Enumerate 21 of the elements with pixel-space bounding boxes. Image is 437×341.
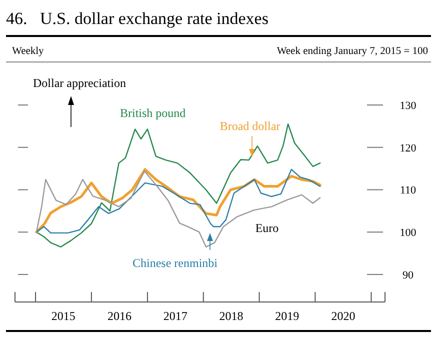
y-tick-label: 90	[402, 269, 414, 282]
chart-title: 46. U.S. dollar exchange rate indexes	[6, 9, 268, 28]
legend-label: Chinese renminbi	[132, 256, 218, 270]
text: Broad dollar	[220, 119, 280, 133]
x-tick-label: 2018	[219, 309, 244, 323]
line-series	[36, 170, 321, 248]
series-label: Euro	[255, 221, 279, 235]
x-tick-label: 2016	[107, 309, 132, 323]
y-tick-label: 120	[400, 142, 417, 154]
line-series	[36, 123, 321, 248]
y-tick-label: 130	[400, 100, 417, 112]
y-tick-label: 110	[400, 184, 417, 197]
x-tick-label: 2020	[331, 309, 356, 323]
chart-subtitle: Weekly	[12, 46, 45, 57]
y-tick-label: 100	[400, 227, 417, 240]
x-tick-label: 2015	[51, 309, 76, 323]
text: Dollar appreciation	[33, 76, 126, 90]
x-tick-label: 2019	[275, 309, 300, 323]
series-label: British pound	[120, 106, 186, 120]
x-tick-label: 2017	[163, 309, 188, 323]
y-axis-title: Week ending January 7, 2015 = 100	[276, 46, 428, 57]
